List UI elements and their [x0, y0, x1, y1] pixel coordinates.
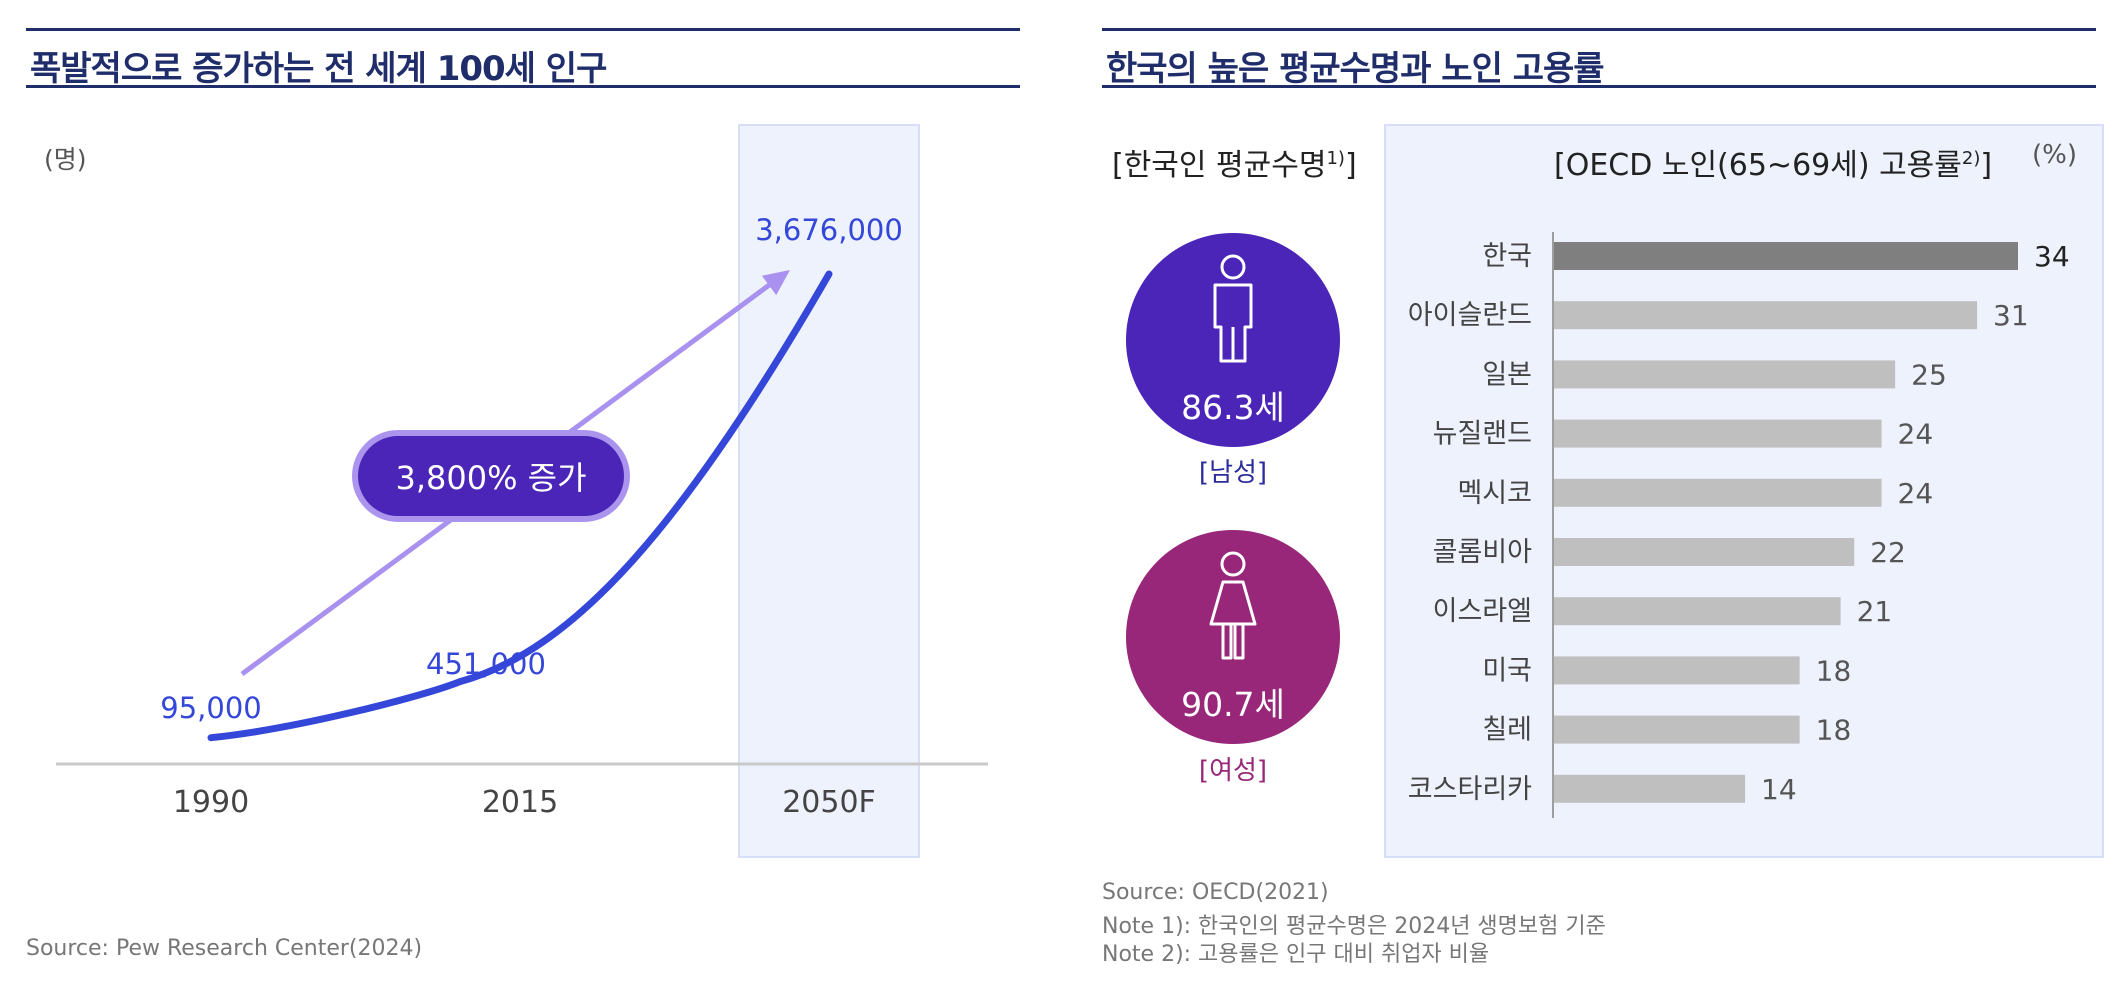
growth-curve [207, 270, 833, 742]
male-life-value: 86.3세 [1181, 388, 1285, 427]
life-header-close: ] [1344, 148, 1357, 183]
right-source: Source: OECD(2021) [1102, 880, 1329, 905]
bar-8 [1554, 715, 1800, 744]
bar-category-label: 코스타리카 [1408, 774, 1532, 805]
life-header-note: 1) [1326, 148, 1345, 169]
bar-4 [1554, 478, 1882, 507]
bar-value-label: 31 [1993, 299, 2029, 332]
bar-category-label: 멕시코 [1457, 478, 1532, 509]
bar-9 [1554, 774, 1746, 803]
male-life-circle: 86.3세 [1126, 233, 1340, 447]
value-label-2050f: 3,676,000 [755, 213, 903, 247]
bar-1 [1554, 301, 1978, 330]
left-chart-title: 폭발적으로 증가하는 전 세계 100세 인구 [30, 49, 607, 89]
x-tick-1990: 1990 [173, 785, 249, 820]
bar-0 [1554, 242, 2018, 270]
right-note-1: Note 1): 한국인의 평균수명은 2024년 생명보험 기준 [1102, 914, 1606, 939]
bar-category-label: 칠레 [1482, 715, 1532, 746]
growth-arrow-head [761, 270, 790, 296]
bar-5 [1554, 538, 1855, 566]
bar-value-label: 24 [1898, 477, 1934, 510]
bar-2 [1554, 360, 1896, 389]
left-source: Source: Pew Research Center(2024) [26, 936, 423, 961]
life-header-text: [한국인 평균수명 [1112, 148, 1327, 183]
employment-header: [OECD 노인(65~69세) 고용률2)] [1554, 140, 1992, 184]
bar-3 [1554, 419, 1882, 448]
employment-header-note: 2) [1961, 148, 1981, 169]
x-tick-2050f: 2050F [782, 785, 876, 820]
bar-value-label: 24 [1898, 418, 1934, 451]
bar-category-label: 미국 [1482, 655, 1532, 686]
female-label: [여성] [1198, 756, 1268, 786]
bar-7 [1554, 656, 1800, 685]
female-person-icon [1209, 551, 1257, 660]
bar-value-label: 14 [1761, 773, 1797, 806]
bar-value-label: 34 [2034, 240, 2070, 273]
bar-value-label: 25 [1911, 358, 1947, 391]
bar-category-label: 아이슬란드 [1408, 300, 1532, 331]
bar-value-label: 21 [1857, 595, 1893, 628]
bar-category-label: 일본 [1482, 359, 1532, 390]
value-label-2015: 451,000 [426, 647, 546, 681]
value-label-1990: 95,000 [160, 691, 261, 725]
employment-header-text: [OECD 노인(65~69세) 고용률 [1554, 148, 1962, 183]
female-life-value: 90.7세 [1181, 685, 1285, 724]
left-title-bar: 폭발적으로 증가하는 전 세계 100세 인구 [26, 28, 1020, 89]
bar-category-label: 이스라엘 [1433, 596, 1532, 627]
bar-6 [1554, 597, 1841, 626]
right-note-2: Note 2): 고용률은 인구 대비 취업자 비율 [1102, 942, 1490, 967]
bar-category-label: 뉴질랜드 [1433, 419, 1532, 450]
life-expectancy-header: [한국인 평균수명1)] [1112, 140, 1357, 184]
female-life-circle: 90.7세 [1126, 530, 1340, 744]
employment-header-close: ] [1980, 148, 1993, 183]
growth-badge: 3,800% 증가 [352, 430, 630, 522]
employment-unit-label: (%) [2032, 140, 2077, 170]
right-chart-title: 한국의 높은 평균수명과 노인 고용률 [1106, 49, 1605, 89]
left-unit-label: (명) [44, 145, 87, 174]
bar-category-label: 한국 [1482, 241, 1532, 272]
bar-category-label: 콜롬비아 [1433, 537, 1533, 568]
right-title-bar: 한국의 높은 평균수명과 노인 고용률 [1102, 28, 2096, 89]
male-person-icon [1213, 254, 1253, 363]
bar-value-label: 18 [1816, 714, 1852, 747]
bar-value-label: 18 [1816, 654, 1852, 687]
highlight-2050-box [738, 124, 920, 858]
bar-value-label: 22 [1870, 536, 1906, 569]
male-label: [남성] [1198, 458, 1268, 488]
x-tick-2015: 2015 [482, 785, 558, 820]
